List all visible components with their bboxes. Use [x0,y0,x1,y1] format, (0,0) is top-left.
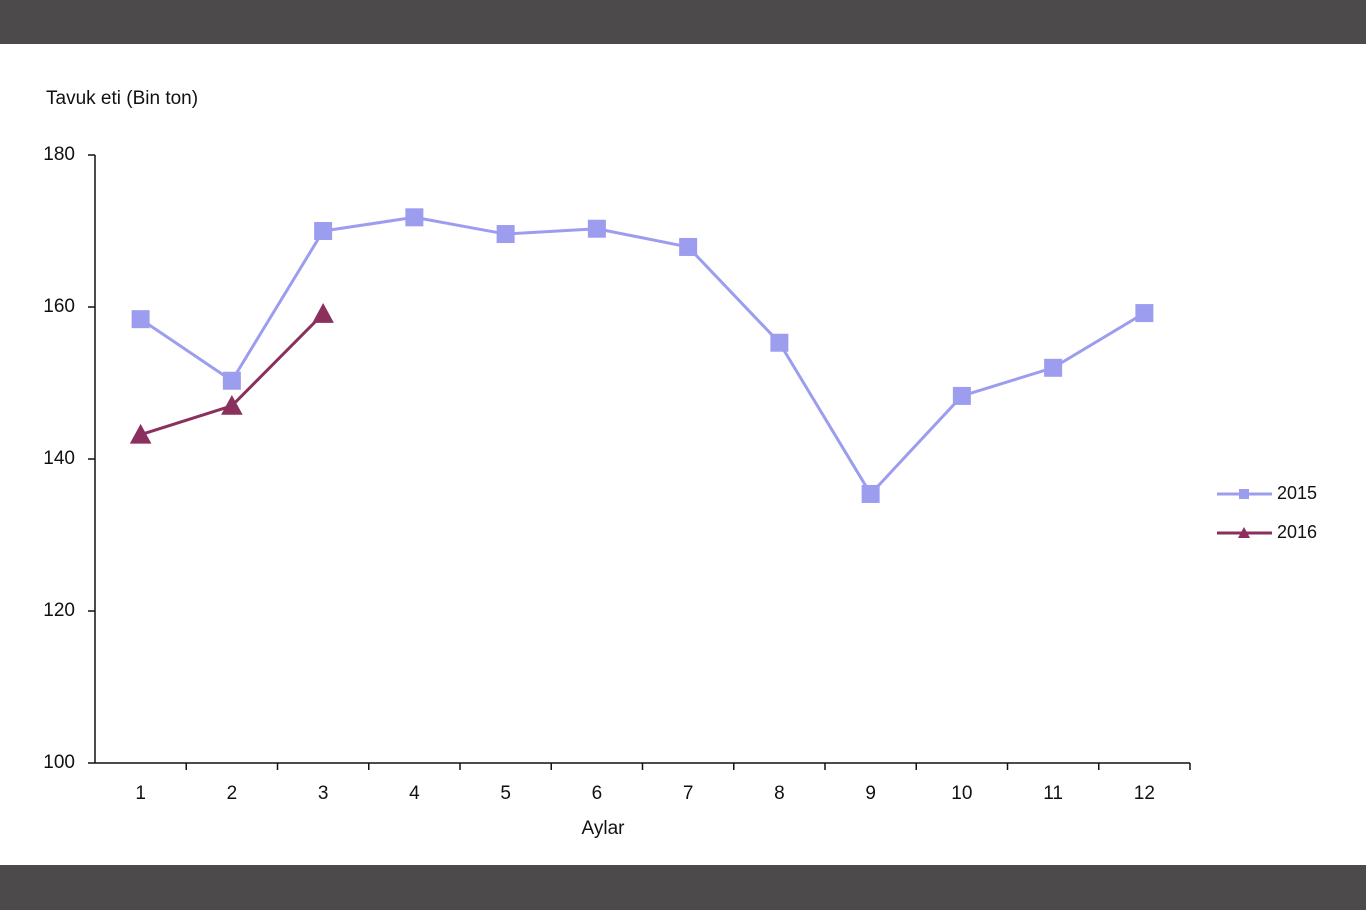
marker [496,225,515,244]
x-tick-label: 2 [227,783,238,804]
marker [587,219,606,238]
marker [222,371,241,390]
x-tick-label: 3 [318,783,329,804]
marker [1044,358,1063,377]
y-tick-label: 100 [43,752,75,773]
x-tick-label: 1 [135,783,146,804]
x-tick-label: 5 [500,783,511,804]
x-tick-label: 6 [592,783,603,804]
legend-label: 2016 [1277,522,1317,542]
x-tick-label: 12 [1134,783,1155,804]
y-tick-label: 160 [43,296,75,317]
x-tick-label: 9 [865,783,876,804]
marker [1239,489,1249,499]
y-tick-label: 120 [43,600,75,621]
top-bar [0,0,1366,44]
y-axis-title: Tavuk eti (Bin ton) [46,88,198,109]
x-tick-label: 10 [951,783,972,804]
marker [861,484,880,503]
marker [221,395,243,415]
marker [131,310,150,329]
y-tick-label: 140 [43,448,75,469]
marker [1135,304,1154,323]
marker [314,222,333,240]
x-tick-label: 4 [409,783,420,804]
legend-label: 2015 [1277,483,1317,503]
x-tick-label: 11 [1043,783,1063,804]
marker [952,386,971,405]
marker [1238,527,1250,538]
marker [405,208,424,227]
marker [770,333,789,352]
x-tick-label: 8 [774,783,785,804]
marker [312,303,334,323]
bottom-bar [0,865,1366,910]
x-tick-label: 7 [683,783,694,804]
series-line [139,215,1146,497]
x-axis-title: Aylar [582,818,626,839]
marker [129,423,152,444]
y-tick-label: 180 [43,144,75,165]
marker [679,237,698,256]
